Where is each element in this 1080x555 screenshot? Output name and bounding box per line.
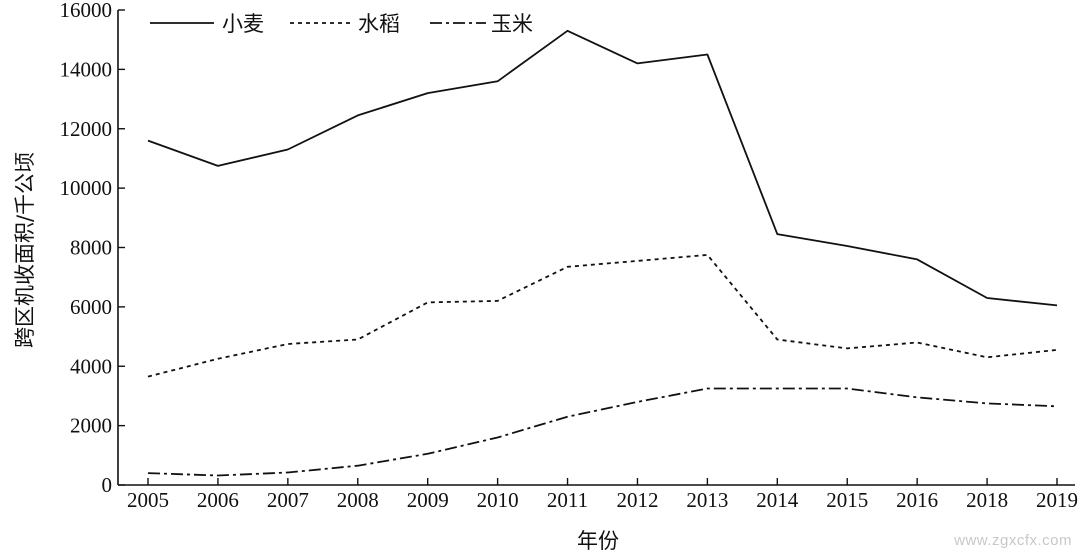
y-axis-title: 跨区机收面积/千公顷 <box>13 152 37 348</box>
y-tick-label: 6000 <box>70 295 112 319</box>
series-line <box>147 387 1058 477</box>
series-lines <box>147 29 1058 477</box>
legend-label: 小麦 <box>222 12 264 36</box>
y-tick-label: 10000 <box>60 176 113 200</box>
x-tick-label: 2018 <box>966 488 1008 512</box>
legend-label: 水稻 <box>358 12 400 36</box>
x-tick-label: 2011 <box>547 488 588 512</box>
x-tick-label: 2013 <box>686 488 728 512</box>
x-tick-label: 2010 <box>477 488 519 512</box>
x-tick-label: 2006 <box>197 488 239 512</box>
x-axis-ticks: 2005 2006 2007 2008 2009 2010 2011 2012 2013 2014… <box>127 478 1078 512</box>
series-line <box>147 253 1058 378</box>
x-tick-label: 2016 <box>896 488 938 512</box>
x-tick-label: 2014 <box>756 488 799 512</box>
x-tick-label: 2015 <box>826 488 868 512</box>
watermark-text: www.zgxcfx.com <box>954 532 1072 549</box>
x-tick-label: 2012 <box>616 488 658 512</box>
x-tick-label: 2008 <box>337 488 379 512</box>
x-axis-title: 年份 <box>577 529 619 553</box>
y-tick-label: 0 <box>102 473 113 497</box>
y-tick-label: 16000 <box>60 0 113 22</box>
axes <box>117 10 1075 486</box>
y-tick-label: 8000 <box>70 236 112 260</box>
y-tick-label: 12000 <box>60 117 113 141</box>
y-axis-ticks: 0 2000 4000 6000 8000 10000 12000 14000 16000 <box>60 0 125 497</box>
x-tick-label: 2007 <box>267 488 309 512</box>
legend: 小麦 水稻 玉米 <box>150 12 533 36</box>
y-tick-label: 2000 <box>70 414 112 438</box>
legend-label: 玉米 <box>491 12 533 36</box>
y-tick-label: 14000 <box>60 57 113 81</box>
x-tick-label: 2019 <box>1036 488 1078 512</box>
x-tick-label: 2009 <box>407 488 449 512</box>
x-tick-label: 2005 <box>127 488 169 512</box>
y-tick-label: 4000 <box>70 354 112 378</box>
series-line <box>147 29 1058 307</box>
